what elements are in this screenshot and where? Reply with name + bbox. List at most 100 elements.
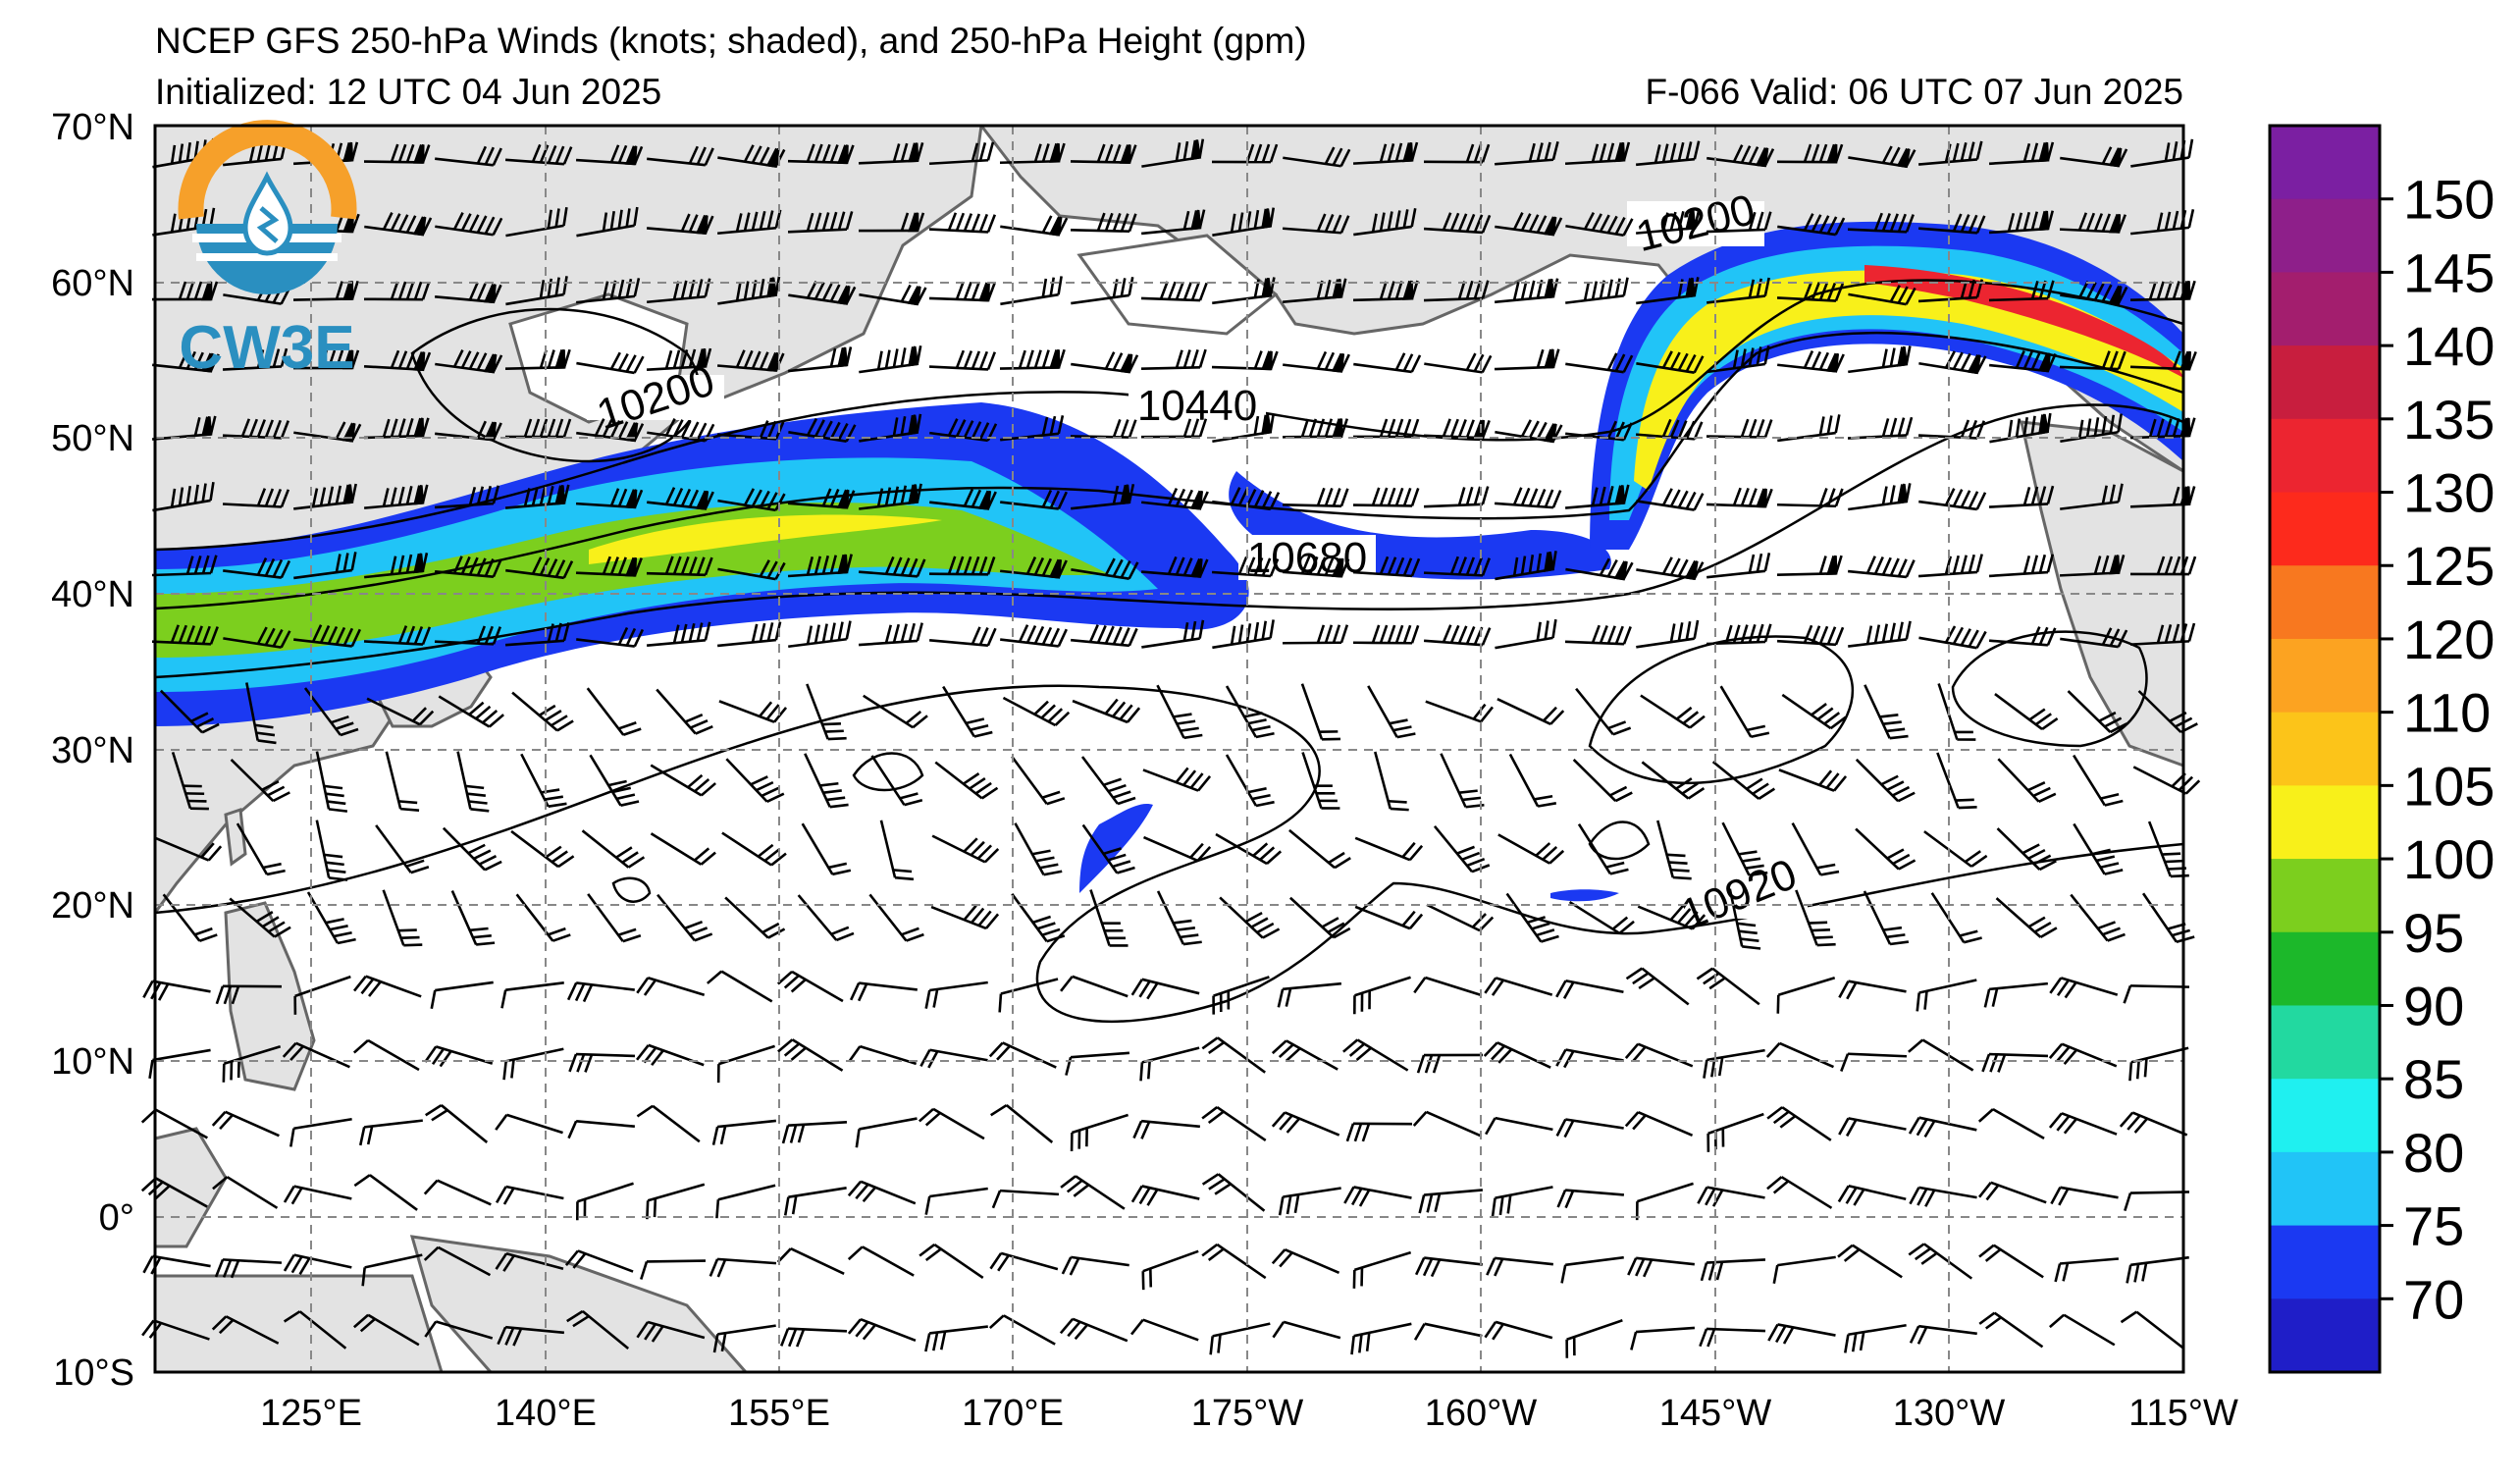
wind-barb bbox=[363, 143, 431, 164]
wind-barb bbox=[1636, 619, 1700, 649]
wind-barb bbox=[1988, 141, 2055, 166]
wind-barb bbox=[1565, 352, 1634, 374]
colorbar-label: 110 bbox=[2403, 682, 2491, 744]
wind-barb bbox=[504, 418, 572, 439]
wind-barb bbox=[1565, 211, 1634, 238]
wind-barb bbox=[575, 1182, 634, 1221]
wind-barb bbox=[435, 145, 502, 167]
wind-barb bbox=[222, 488, 290, 508]
wind-barb bbox=[2050, 1186, 2119, 1206]
wind-barb bbox=[1485, 1116, 1553, 1136]
wind-barb bbox=[385, 751, 420, 812]
wind-barb bbox=[1719, 685, 1770, 739]
wind-barb bbox=[1141, 619, 1205, 649]
wind-barb bbox=[222, 347, 289, 371]
wind-barb bbox=[928, 212, 997, 234]
lon-label: 160°W bbox=[1425, 1393, 1538, 1434]
valid-time: F-066 Valid: 06 UTC 07 Jun 2025 bbox=[1646, 72, 2183, 112]
wind-barb bbox=[2048, 1112, 2118, 1136]
wind-barb bbox=[1345, 1122, 1413, 1142]
wind-barb bbox=[1624, 1110, 1694, 1138]
wind-barb bbox=[587, 893, 642, 943]
colorbar-label: 100 bbox=[2403, 828, 2494, 890]
wind-barb bbox=[315, 751, 348, 813]
wind-barb bbox=[2119, 1111, 2188, 1137]
wind-barb bbox=[1936, 752, 1977, 810]
wind-barb bbox=[1373, 751, 1409, 812]
wind-barb bbox=[1636, 350, 1705, 374]
wind-barb bbox=[1352, 280, 1419, 302]
wind-barb bbox=[1129, 1318, 1199, 1342]
wind-barb bbox=[1978, 1181, 2047, 1204]
wind-barb bbox=[646, 213, 714, 235]
wind-barb bbox=[435, 556, 502, 578]
wind-barb bbox=[647, 418, 715, 443]
wind-barb bbox=[2059, 350, 2126, 371]
wind-barb bbox=[1000, 215, 1069, 237]
land-indonesia bbox=[153, 1274, 445, 1374]
wind-barb bbox=[2130, 138, 2194, 168]
colorbar-label: 150 bbox=[2403, 169, 2494, 231]
wind-barb bbox=[1000, 489, 1069, 510]
wind-barb bbox=[292, 280, 359, 301]
cw3e-logo: CW3E bbox=[178, 120, 357, 382]
wind-barb bbox=[1423, 212, 1492, 235]
wind-barb bbox=[1988, 626, 2057, 647]
wind-barb bbox=[2128, 1046, 2189, 1082]
wind-barb bbox=[2060, 483, 2124, 510]
wind-barb bbox=[2073, 822, 2124, 875]
wind-barb bbox=[847, 1180, 917, 1205]
wind-barb bbox=[787, 143, 855, 165]
wind-barb bbox=[2124, 1191, 2190, 1212]
wind-barb bbox=[1353, 352, 1422, 374]
wind-barb bbox=[1840, 1052, 1908, 1072]
wind-barb bbox=[575, 144, 644, 166]
colorbar-swatches bbox=[2270, 126, 2380, 1373]
wind-barb bbox=[1495, 618, 1557, 650]
jet-band-small bbox=[1550, 889, 1619, 902]
colorbar-swatch bbox=[2270, 712, 2380, 786]
wind-barb bbox=[1848, 285, 1916, 306]
wind-barb bbox=[1997, 758, 2057, 803]
wind-barb bbox=[586, 687, 642, 737]
wind-barb bbox=[858, 142, 924, 165]
wind-barb bbox=[1636, 140, 1701, 167]
wind-barb bbox=[1988, 280, 2055, 302]
wind-barb bbox=[847, 1245, 915, 1277]
wind-barb bbox=[456, 751, 490, 813]
wind-barb bbox=[1995, 897, 2058, 939]
wind-barb bbox=[1640, 694, 1706, 729]
wind-barb bbox=[1484, 1320, 1553, 1341]
wind-barb bbox=[1630, 1326, 1696, 1351]
wind-barb bbox=[787, 488, 856, 509]
wind-barb bbox=[2129, 417, 2196, 440]
colorbar-label: 70 bbox=[2403, 1268, 2464, 1330]
wind-barb bbox=[1071, 624, 1138, 648]
wind-barb bbox=[159, 689, 220, 734]
lon-label: 145°W bbox=[1659, 1393, 1772, 1434]
wind-barb bbox=[215, 984, 283, 1005]
wind-barb bbox=[520, 753, 567, 808]
wind-barb bbox=[1130, 978, 1200, 1000]
wind-barb bbox=[1706, 144, 1775, 168]
wind-barbs bbox=[140, 137, 2201, 1358]
wind-barb bbox=[1700, 1258, 1766, 1282]
wind-barb bbox=[640, 1259, 707, 1280]
wind-barb bbox=[717, 488, 786, 512]
wind-barb bbox=[364, 484, 429, 509]
wind-barb bbox=[1424, 352, 1493, 374]
wind-barb bbox=[1494, 487, 1562, 509]
wind-barb bbox=[1271, 1039, 1339, 1071]
wind-barb bbox=[495, 1113, 563, 1135]
wind-barb bbox=[500, 981, 564, 1009]
wind-barb bbox=[424, 1045, 494, 1068]
colorbar-swatch bbox=[2270, 1151, 2380, 1227]
wind-barb bbox=[1636, 209, 1701, 235]
wind-barb bbox=[1201, 1173, 1266, 1212]
wind-barb bbox=[375, 824, 430, 874]
wind-barb bbox=[1837, 1244, 1903, 1279]
wind-barb bbox=[1495, 212, 1563, 237]
wind-barb bbox=[1728, 888, 1761, 950]
wind-barb bbox=[1423, 143, 1491, 164]
colorbar-frame bbox=[2268, 124, 2382, 1374]
